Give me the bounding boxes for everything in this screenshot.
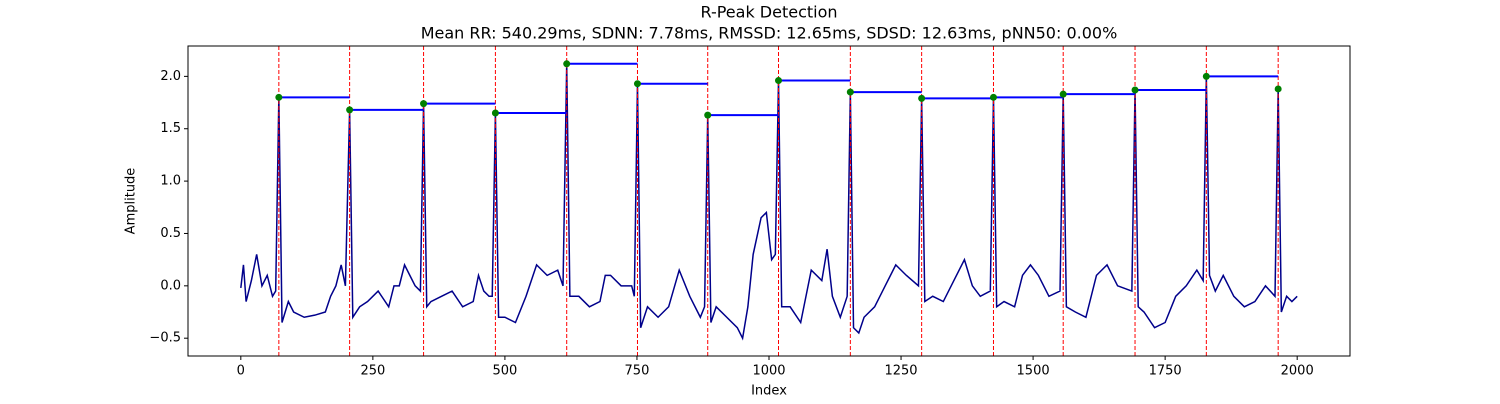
- y-tick-label: 0.0: [160, 278, 181, 293]
- y-tick-label: 2.0: [160, 69, 181, 84]
- peak-point: [775, 77, 783, 85]
- x-tick-label: 1500: [1017, 364, 1050, 379]
- x-axis-label: Index: [751, 384, 787, 399]
- plot-frame: [187, 45, 1351, 357]
- y-tick-label: 1.0: [160, 174, 181, 189]
- chart-title: R-Peak Detection: [700, 3, 837, 22]
- peak-point: [918, 94, 926, 102]
- y-tick-label: 1.5: [160, 121, 181, 136]
- peak-point: [346, 106, 354, 114]
- peak-point: [1202, 72, 1210, 80]
- peak-point: [491, 109, 499, 117]
- peak-point: [1131, 86, 1139, 94]
- y-tick-label: −0.5: [149, 331, 181, 346]
- peak-point: [633, 80, 641, 88]
- x-tick-label: 2000: [1281, 364, 1314, 379]
- x-tick-label: 1250: [884, 364, 917, 379]
- x-tick-label: 1000: [752, 364, 785, 379]
- peak-point: [704, 111, 712, 119]
- y-tick-label: 0.5: [160, 226, 181, 241]
- chart-subtitle: Mean RR: 540.29ms, SDNN: 7.78ms, RMSSD: …: [421, 24, 1118, 43]
- peak-point: [275, 93, 283, 101]
- x-tick-label: 250: [360, 364, 385, 379]
- x-tick-label: 0: [237, 364, 245, 379]
- peak-point: [989, 93, 997, 101]
- x-tick-label: 750: [625, 364, 650, 379]
- peak-point: [846, 88, 854, 96]
- peak-point: [563, 60, 571, 68]
- peak-point: [1274, 85, 1282, 93]
- x-tick-label: 500: [492, 364, 517, 379]
- peak-point: [420, 100, 428, 108]
- peak-point: [1059, 90, 1067, 98]
- signal-line: [240, 63, 1298, 341]
- x-tick-label: 1750: [1149, 364, 1182, 379]
- y-axis-label: Amplitude: [124, 168, 139, 235]
